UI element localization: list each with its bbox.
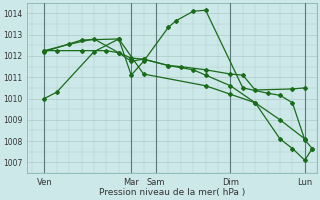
X-axis label: Pression niveau de la mer( hPa ): Pression niveau de la mer( hPa ): [99, 188, 245, 197]
